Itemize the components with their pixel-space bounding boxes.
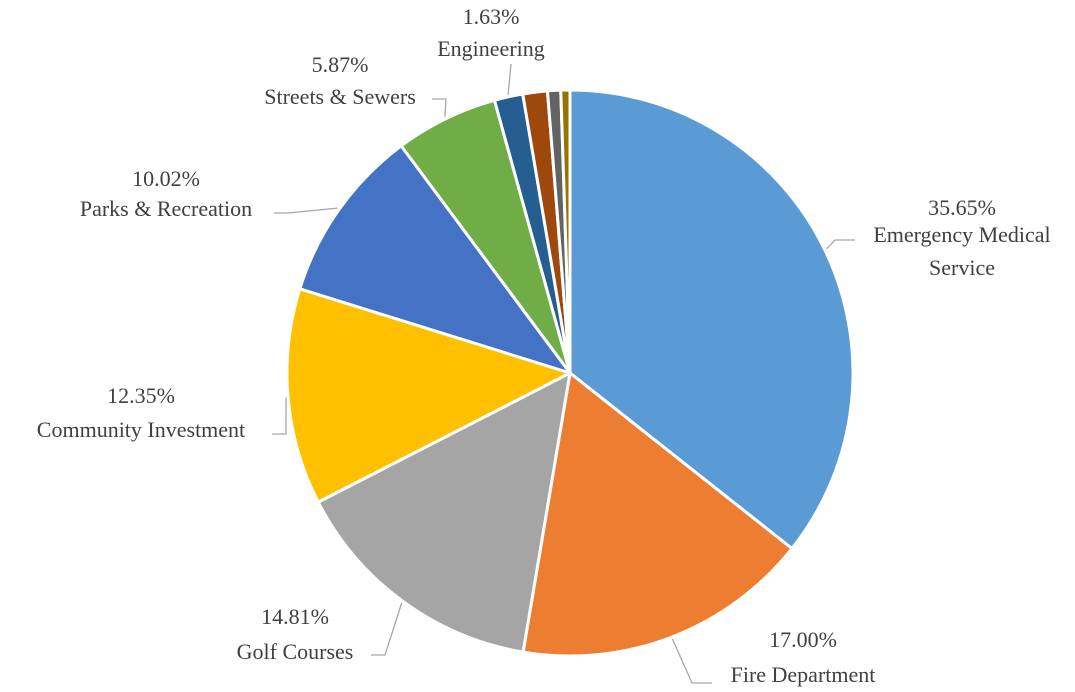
data-label-pct: 17.00% [769,627,837,652]
data-label-pct: 1.63% [463,4,520,29]
data-label-engineering: 1.63% Engineering [437,4,545,61]
leader-line [272,397,287,435]
data-label-parks-recreation: 10.02% Parks & Recreation [80,166,252,221]
leader-line [507,63,512,95]
data-label-pct: 12.35% [107,383,175,408]
pie-slice-community-investment [285,287,572,504]
leader-line [371,602,403,656]
data-label-name: Streets & Sewers [264,84,416,109]
slices-group [285,88,855,658]
data-label-pct: 35.65% [928,195,996,220]
pie-slice-slice-10 [559,88,572,375]
data-label-pct: 10.02% [132,166,200,191]
data-label-fire-department: 17.00% Fire Department [731,627,876,687]
data-label-name: Engineering [437,36,545,61]
data-label-golf-courses: 14.81% Golf Courses [237,604,354,664]
data-label-pct: 5.87% [312,52,369,77]
leader-line [274,207,338,214]
pie-slice-fire-department [521,371,794,658]
data-label-name-line2: Service [929,255,995,280]
data-label-name: Community Investment [37,417,245,442]
data-label-name-line1: Emergency Medical [873,222,1050,247]
data-label-name: Fire Department [731,662,876,687]
leader-line [671,638,712,684]
data-label-pct: 14.81% [261,604,329,629]
data-label-streets-sewers: 5.87% Streets & Sewers [264,52,416,109]
pie-slice-emergency-medical-service [568,88,855,551]
data-label-community-investment: 12.35% Community Investment [37,383,245,442]
leader-line [826,239,855,250]
data-label-name: Golf Courses [237,639,354,664]
data-label-emergency-medical-service: 35.65% Emergency Medical Service [873,195,1050,280]
leader-lines-group [272,63,855,684]
pie-slice-golf-courses [316,371,572,654]
pie-slice-parks-recreation [298,144,572,375]
leader-line [432,98,447,117]
data-label-name: Parks & Recreation [80,196,252,221]
